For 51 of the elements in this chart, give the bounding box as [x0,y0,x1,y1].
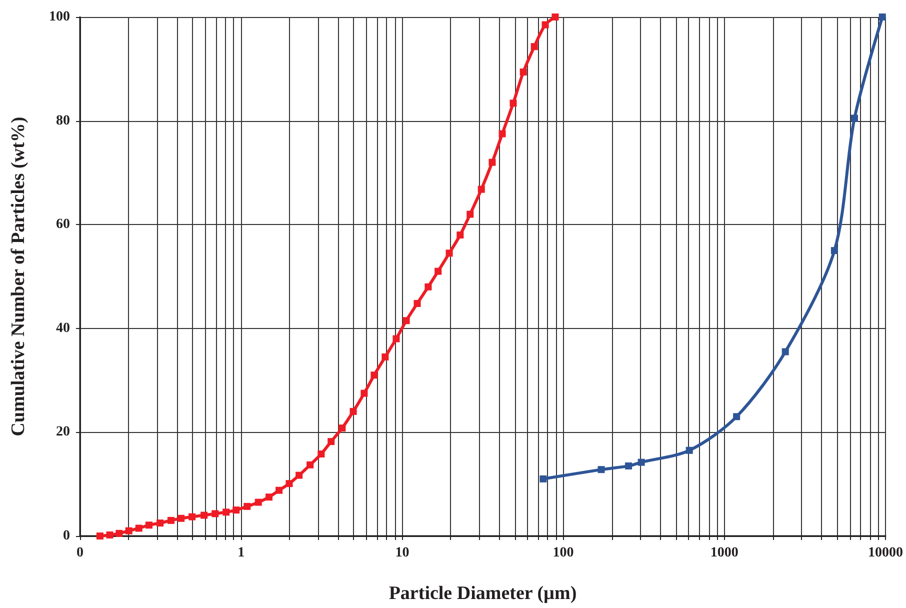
point [370,372,378,379]
point [402,317,410,324]
x-tick-label: 10 [395,546,410,560]
point [488,158,496,166]
point [530,43,538,50]
point [200,512,208,519]
point [542,21,549,28]
x-tick-label: 10000 [868,546,903,560]
point [244,502,251,510]
point [318,450,325,458]
point [276,486,283,494]
y-tick-label: 60 [56,217,70,232]
point [306,461,314,468]
x-tick-label: 1000 [710,546,738,560]
point [116,530,123,537]
point [360,390,368,397]
point [478,186,485,193]
x-tick-label: 100 [552,546,574,560]
point [446,250,453,257]
point [466,210,474,218]
point [296,472,303,479]
y-tick-label: 40 [56,320,70,336]
y-tick-label: 0 [63,528,70,544]
point [498,130,506,138]
point [552,14,559,20]
x-axis-title: Particle Diameter (µm) [388,583,577,604]
point [328,438,335,446]
point [510,100,517,107]
y-tick-label: 20 [56,424,70,440]
point [456,231,464,238]
point [106,531,114,538]
point [520,68,527,76]
point [424,283,432,290]
point [212,510,219,518]
point [382,353,389,360]
y-axis-title: Cumulative Number of Particles (wt%) [8,116,29,436]
point [392,335,400,342]
point [338,424,346,432]
point [254,498,262,506]
point [96,532,104,540]
point [232,506,240,514]
point [266,494,272,501]
y-tick-label: 100 [49,10,70,24]
point [286,480,293,488]
point [350,408,357,415]
point [222,508,230,516]
point [434,268,442,275]
point [414,300,421,307]
y-tick-label: 80 [56,113,70,128]
x-tick-label: 0 [76,546,84,560]
x-tick-label: 1 [238,546,245,560]
